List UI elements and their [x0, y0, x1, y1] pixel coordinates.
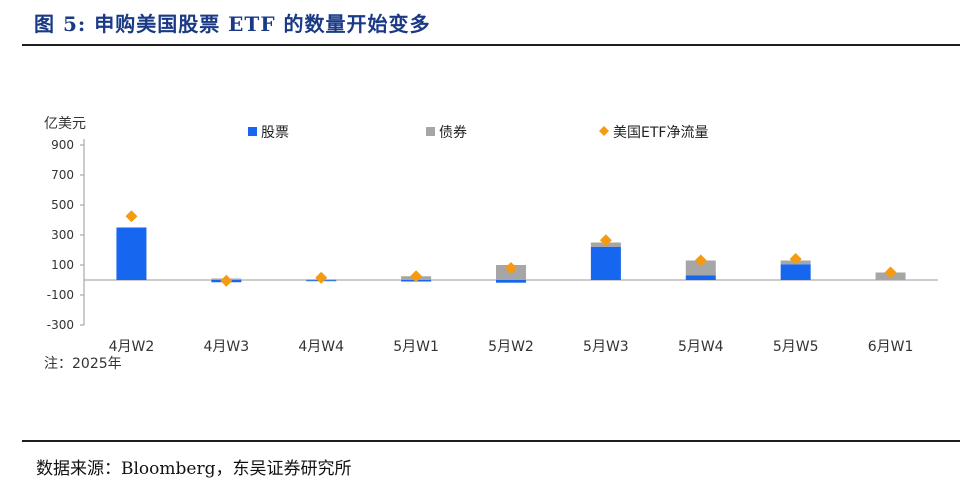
bar-stock [496, 280, 526, 283]
marker-flow [789, 253, 802, 265]
x-tick-label: 5月W5 [773, 339, 819, 355]
y-tick-label: 500 [51, 198, 74, 212]
marker-flow [884, 266, 897, 279]
chart-area: 900 700 500 300 100 -100 -300 亿美元股票 债券 美国ETF净流量 4月… [22, 44, 960, 440]
y-tick-label: 700 [51, 168, 74, 182]
marker-flow [125, 210, 138, 223]
x-tick-label: 5月W1 [393, 339, 439, 355]
marker-flow [599, 234, 612, 247]
chart-note: 注：2025年 [44, 356, 122, 372]
marker-flow [505, 262, 517, 274]
y-tick-label: 900 [51, 138, 74, 152]
legend-bond-swatch [426, 127, 435, 136]
marker-flow [315, 271, 328, 284]
y-tick-label: 100 [51, 258, 74, 272]
source-note: 数据来源：Bloomberg，东吴证券研究所 [36, 459, 352, 479]
legend-flow-swatch [599, 126, 609, 136]
legend-stock-label: 股票 [261, 125, 289, 141]
marker-flow [694, 254, 707, 267]
footer-divider [22, 440, 960, 442]
y-tick-label: -100 [47, 288, 74, 302]
legend-bond-label: 债券 [439, 125, 467, 141]
marker-flow [220, 274, 233, 287]
x-tick-label: 5月W4 [678, 339, 724, 355]
unit-label: 亿美元 [44, 116, 86, 132]
y-tick-label: -300 [47, 318, 74, 332]
x-tick-label: 6月W1 [868, 339, 914, 355]
page-title: 图 5: 申购美国股票 ETF 的数量开始变多 [34, 12, 431, 36]
x-tick-label: 4月W3 [203, 339, 249, 355]
x-tick-label: 4月W4 [298, 339, 344, 355]
x-tick-label: 5月W2 [488, 339, 534, 355]
bar-stock [780, 264, 811, 280]
bar-stock [116, 227, 147, 280]
bar-bond [685, 260, 716, 276]
bar-stock [685, 275, 716, 280]
legend-stock-swatch [248, 127, 257, 136]
title-bar: 图 5: 申购美国股票 ETF 的数量开始变多 [22, 0, 960, 46]
bar-stock [590, 247, 621, 280]
x-tick-label: 4月W2 [109, 339, 155, 355]
y-tick-label: 300 [51, 228, 74, 242]
legend-flow-label: 美国ETF净流量 [613, 125, 708, 141]
marker-flow [410, 270, 423, 283]
x-tick-label: 5月W3 [583, 339, 629, 355]
